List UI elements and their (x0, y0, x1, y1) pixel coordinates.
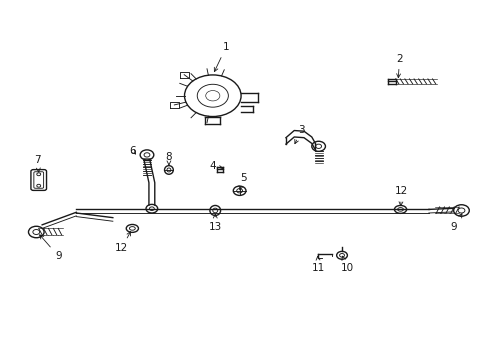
Text: 11: 11 (311, 256, 325, 273)
Text: 2: 2 (395, 54, 402, 78)
Text: 12: 12 (115, 232, 130, 253)
Text: 9: 9 (450, 213, 461, 231)
Text: 7: 7 (34, 155, 41, 172)
Text: 12: 12 (394, 186, 407, 206)
Text: 5: 5 (239, 173, 246, 190)
Text: 9: 9 (40, 235, 61, 261)
Text: 8: 8 (165, 152, 172, 165)
Text: 10: 10 (340, 256, 353, 273)
Text: 1: 1 (214, 42, 229, 72)
Text: 13: 13 (208, 214, 222, 232)
Text: 4: 4 (209, 161, 223, 171)
Text: 6: 6 (129, 145, 135, 156)
Text: 3: 3 (294, 125, 304, 144)
